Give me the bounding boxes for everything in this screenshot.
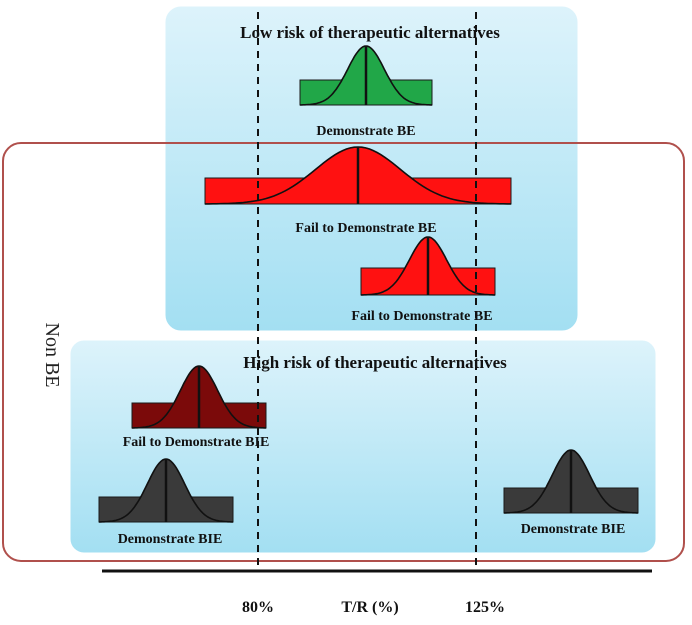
curve-label-darkred: Fail to Demonstrate BIE: [123, 435, 270, 450]
distribution-curves: [98, 45, 639, 523]
non-be-box: [2, 142, 685, 562]
curve-label-gray-right: Demonstrate BIE: [521, 522, 626, 537]
low-risk-title: Low risk of therapeutic alternatives: [240, 23, 500, 42]
high-risk-title: High risk of therapeutic alternatives: [243, 353, 507, 372]
non-be-label: Non BE: [41, 323, 63, 388]
curve-label-gray-left: Demonstrate BIE: [118, 532, 223, 547]
x-axis-label: T/R (%): [341, 599, 398, 616]
curve-label-red-shifted: Fail to Demonstrate BE: [351, 309, 492, 324]
curve-label-red-wide: Fail to Demonstrate BE: [295, 221, 436, 236]
tick-label-80: 80%: [242, 599, 274, 616]
curve-label-green: Demonstrate BE: [316, 124, 415, 139]
tick-label-125: 125%: [465, 599, 505, 616]
